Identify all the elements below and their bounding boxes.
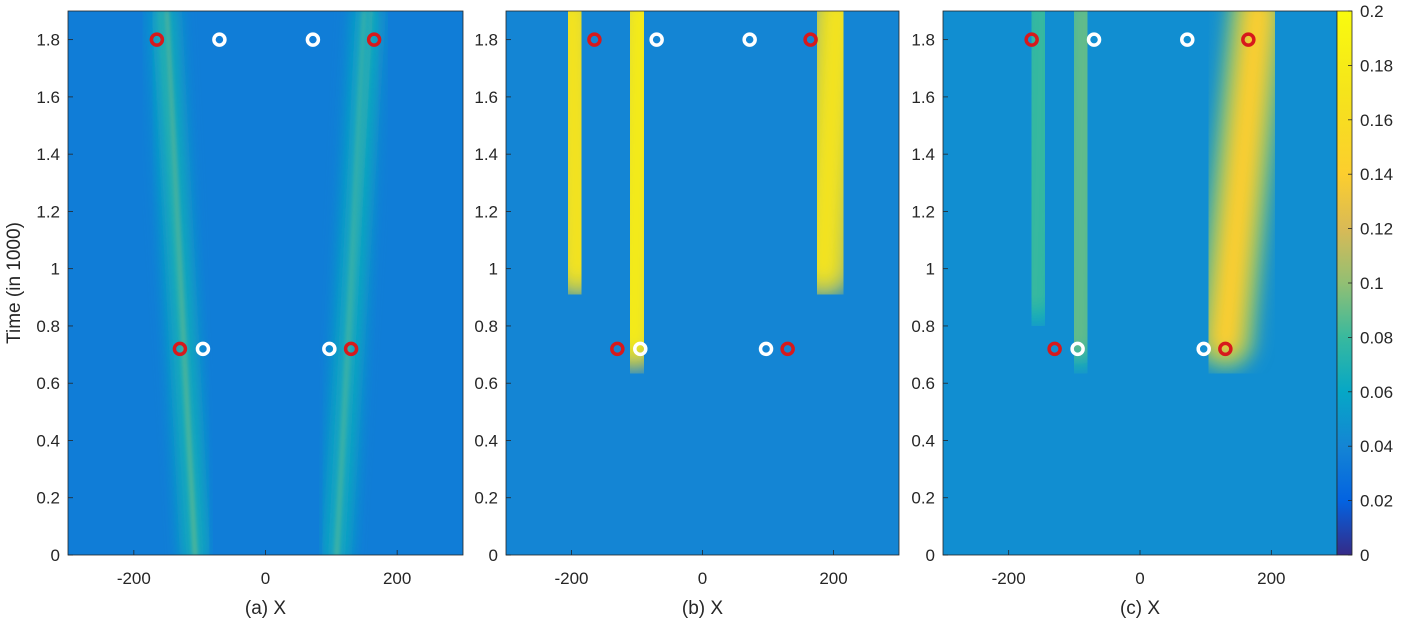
y-tick-label: 1 (51, 260, 60, 279)
y-tick-label: 0 (51, 546, 60, 565)
x-axis-label: (a) X (245, 598, 287, 619)
y-tick-label: 0.8 (36, 317, 60, 336)
red-marker (587, 32, 602, 47)
white-marker (758, 341, 774, 357)
panels: -200 0 200(a) X00.20.40.60.811.21.41.61.8-… (36, 10, 1338, 619)
heatmap-area (68, 11, 463, 555)
white-marker (1196, 341, 1211, 357)
colorbar: 0 0.02 0.04 0.06 0.08 0.1 0.12 0.14 0.16 0.18 0.2 (1336, 2, 1393, 565)
y-tick-label: 0.6 (474, 374, 498, 393)
beam-2 (1208, 11, 1276, 358)
white-marker (195, 341, 211, 357)
heatmap-area (943, 11, 1337, 555)
white-marker (322, 341, 337, 357)
x-tick-label: -200 (992, 569, 1026, 588)
y-tick-label: 1.8 (911, 31, 935, 50)
x-tick-label: 0 (261, 569, 270, 588)
y-tick-label: 1.4 (474, 145, 498, 164)
colorbar-tick-label: 0.2 (1360, 2, 1384, 21)
y-tick-label: 0.4 (474, 431, 498, 450)
red-marker (803, 32, 818, 47)
x-axis-label: (c) X (1120, 598, 1160, 619)
heatmap-background (68, 11, 463, 555)
white-marker (1070, 341, 1085, 357)
red-marker (1218, 341, 1233, 357)
colorbar-tick-label: 0.1 (1360, 274, 1384, 293)
y-tick-label: 0.4 (911, 431, 935, 450)
y-tick-label: 0.8 (911, 317, 935, 336)
y-tick-label: 1.8 (36, 31, 60, 50)
red-marker (1024, 32, 1039, 47)
red-marker (366, 32, 382, 47)
white-marker (633, 341, 648, 357)
y-tick-label: 0.6 (911, 374, 935, 393)
y-tick-label: 1 (926, 260, 935, 279)
white-marker (212, 32, 227, 47)
y-tick-label: 0.2 (911, 489, 935, 508)
beam-1 (165, 11, 197, 555)
red-marker (780, 341, 795, 357)
white-marker (1180, 32, 1195, 47)
x-axis-label: (b) X (682, 598, 724, 619)
colorbar-tick-label: 0.12 (1360, 220, 1393, 239)
white-marker (305, 32, 321, 47)
x-tick-label: 200 (383, 569, 411, 588)
colorbar-tick-label: 0.16 (1360, 111, 1393, 130)
y-tick-label: 1 (489, 260, 498, 279)
colorbar-tick-label: 0.14 (1360, 165, 1393, 184)
y-tick-label: 1.2 (911, 202, 935, 221)
red-marker (1241, 32, 1256, 47)
colorbar-tick-label: 0 (1360, 546, 1369, 565)
y-tick-label: 1.4 (911, 145, 935, 164)
y-tick-label: 0.8 (474, 317, 498, 336)
red-marker (1047, 341, 1062, 357)
colorbar-tick-label: 0.02 (1360, 492, 1393, 511)
colorbar-tick-label: 0.08 (1360, 328, 1393, 347)
beam-0 (554, 11, 596, 286)
heatmap-area (506, 11, 899, 555)
y-tick-label: 0.2 (36, 489, 60, 508)
panel-c: -200 0 200 (c) X 0 0.2 0.4 0.6 0.8 1 1.2 1.4 1.6 1.8 (911, 10, 1338, 619)
red-marker (172, 341, 188, 357)
y-tick-label: 1.4 (36, 145, 60, 164)
y-tick-label: 1.6 (36, 88, 60, 107)
red-marker (343, 341, 359, 357)
beam-3 (335, 11, 366, 555)
x-tick-label: 0 (698, 569, 707, 588)
y-tick-label: 1.6 (474, 88, 498, 107)
beam-1 (1060, 11, 1102, 358)
y-tick-label: 1.2 (36, 202, 60, 221)
y-tick-label: 0 (926, 546, 935, 565)
y-tick-label: 0.4 (36, 431, 60, 450)
beam-0 (1017, 11, 1059, 315)
colorbar-tick-label: 0.04 (1360, 437, 1393, 456)
white-marker (742, 32, 757, 47)
y-axis-label: Time (in 1000) (4, 222, 25, 344)
beam-1 (616, 11, 658, 358)
x-tick-label: 0 (1135, 569, 1144, 588)
y-tick-label: 1.8 (474, 31, 498, 50)
white-marker (1086, 32, 1102, 47)
panel-b: -200 0 200 (b) X 0 0.2 0.4 0.6 0.8 1 1.2 1.4 1.6 1.8 (474, 10, 900, 619)
x-tick-label: -200 (554, 569, 588, 588)
red-marker (149, 32, 165, 47)
x-tick-label: 200 (819, 569, 847, 588)
colorbar-tick-label: 0.18 (1360, 56, 1393, 75)
y-tick-label: 0.2 (474, 489, 498, 508)
red-marker (610, 341, 625, 357)
y-tick-label: 1.2 (474, 202, 498, 221)
y-tick-label: 1.6 (911, 88, 935, 107)
x-tick-label: 200 (1257, 569, 1285, 588)
y-tick-label: 0.6 (36, 374, 60, 393)
beam-3 (806, 11, 854, 286)
colorbar-tick-label: 0.06 (1360, 383, 1393, 402)
x-tick-label: -200 (117, 569, 151, 588)
panel-a: -200 0 200 (a) X 0 0.2 0.4 0.6 0.8 1 1.2 1.4 1.6 1.8 (36, 10, 464, 619)
white-marker (649, 32, 664, 47)
y-tick-label: 0 (489, 546, 498, 565)
